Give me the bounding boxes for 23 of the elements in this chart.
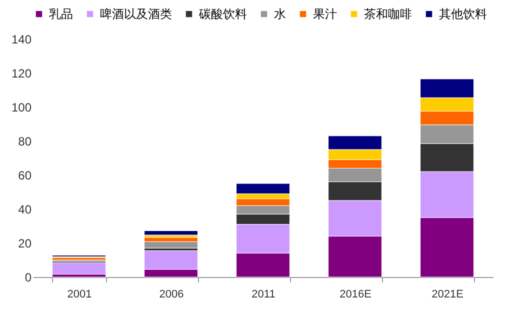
legend-label: 碳酸饮料	[198, 7, 247, 22]
x-tick-label: 2016E	[340, 288, 372, 300]
y-tick-label: 40	[18, 202, 32, 216]
bar	[144, 230, 198, 236]
y-tick-label: 60	[18, 168, 32, 182]
bar	[144, 241, 198, 248]
y-tick-label: 80	[18, 134, 32, 148]
legend-label: 水	[274, 7, 286, 22]
legend-label: 茶和咖啡	[364, 7, 412, 22]
y-tick-label: 0	[24, 270, 32, 284]
legend-label: 啤酒以及酒类	[100, 7, 172, 22]
legend-label: 乳品	[49, 7, 73, 22]
x-tick-label: 2001	[67, 288, 92, 300]
legend-label: 果汁	[313, 7, 337, 22]
legend-label: 其他饮料	[439, 7, 487, 22]
x-tick-label: 2021E	[432, 288, 464, 300]
y-tick-label: 100	[11, 100, 32, 114]
x-tick-label: 2006	[159, 288, 184, 300]
bar	[52, 262, 106, 275]
y-tick-label: 140	[11, 32, 32, 46]
y-tick-label: 20	[18, 236, 32, 250]
x-tick-label: 2011	[252, 288, 276, 300]
y-tick-label: 120	[11, 66, 32, 80]
